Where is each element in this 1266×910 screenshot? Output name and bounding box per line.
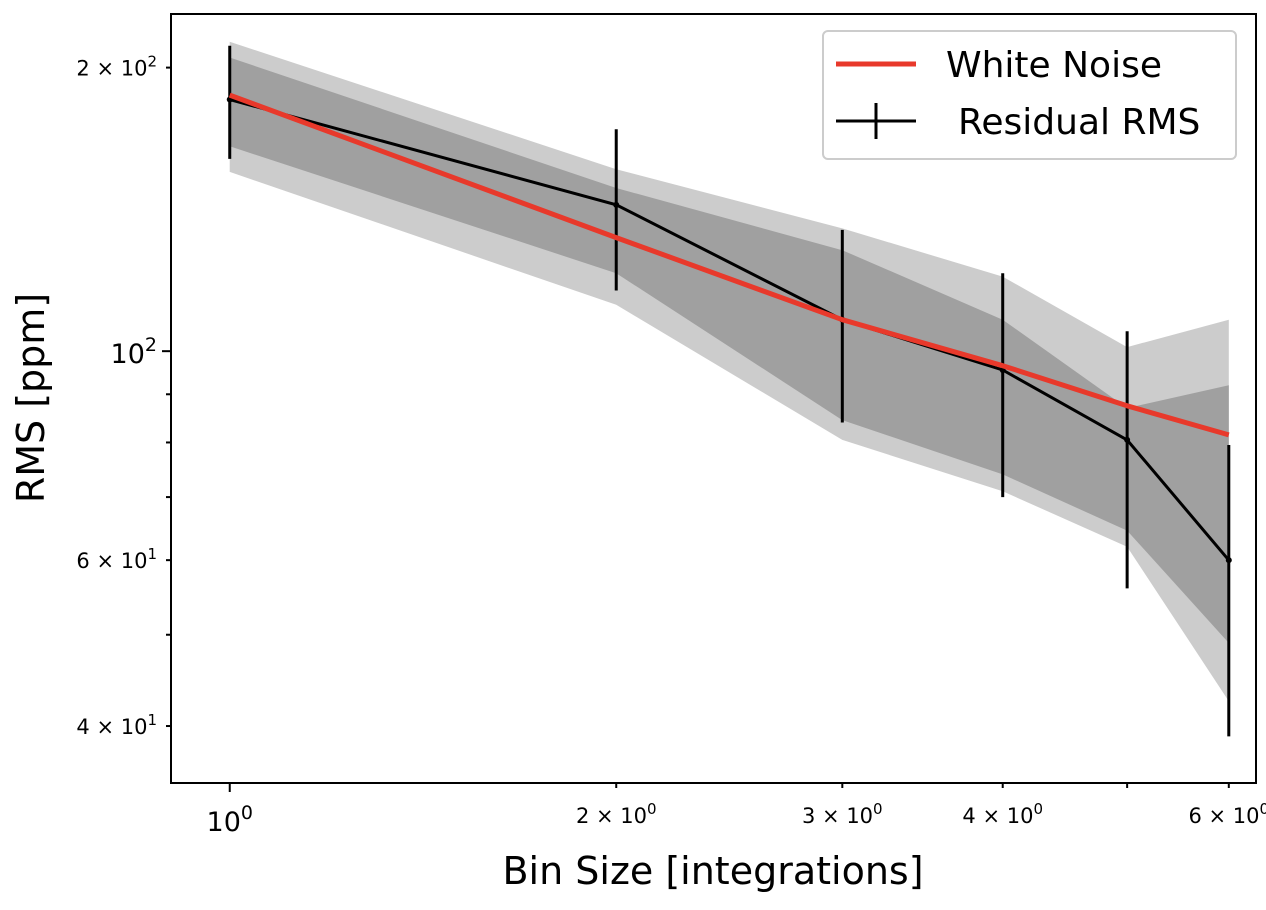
ticks-layer: 100 2 × 100 3 × 100 4 × 100 6 × 100 2 × 102 10… [76,53,1266,838]
x-tick-label-2: 2 × 100 [576,800,657,828]
residual-rms-point-2 [613,201,620,208]
white-noise-line [228,92,1230,438]
x-tick-label-3: 3 × 100 [802,800,883,828]
legend-label-white-noise: White Noise [946,45,1162,86]
y-tick-label-60: 6 × 101 [76,545,157,573]
y-tick-label-100: 102 [111,334,157,370]
y-axis-label: RMS [ppm] [9,293,53,503]
y-tick-label-200: 2 × 102 [76,53,157,81]
bands-layer [229,41,1229,702]
band-inner [229,57,1229,643]
x-tick-label-4: 4 × 100 [962,800,1043,828]
series-layer [226,45,1232,737]
legend-label-residual-rms: Residual RMS [958,102,1200,143]
x-tick-label-1: 100 [207,802,253,838]
legend: White Noise Residual RMS [822,30,1237,160]
residual-rms-point-6 [1225,557,1232,564]
y-tick-label-40: 4 × 101 [76,711,157,739]
x-axis-label: Bin Size [integrations] [502,849,923,893]
x-tick-label-6: 6 × 100 [1189,800,1266,828]
residual-rms-point-5 [1124,436,1131,443]
legend-box [822,30,1237,160]
plot-frame [170,13,1257,784]
